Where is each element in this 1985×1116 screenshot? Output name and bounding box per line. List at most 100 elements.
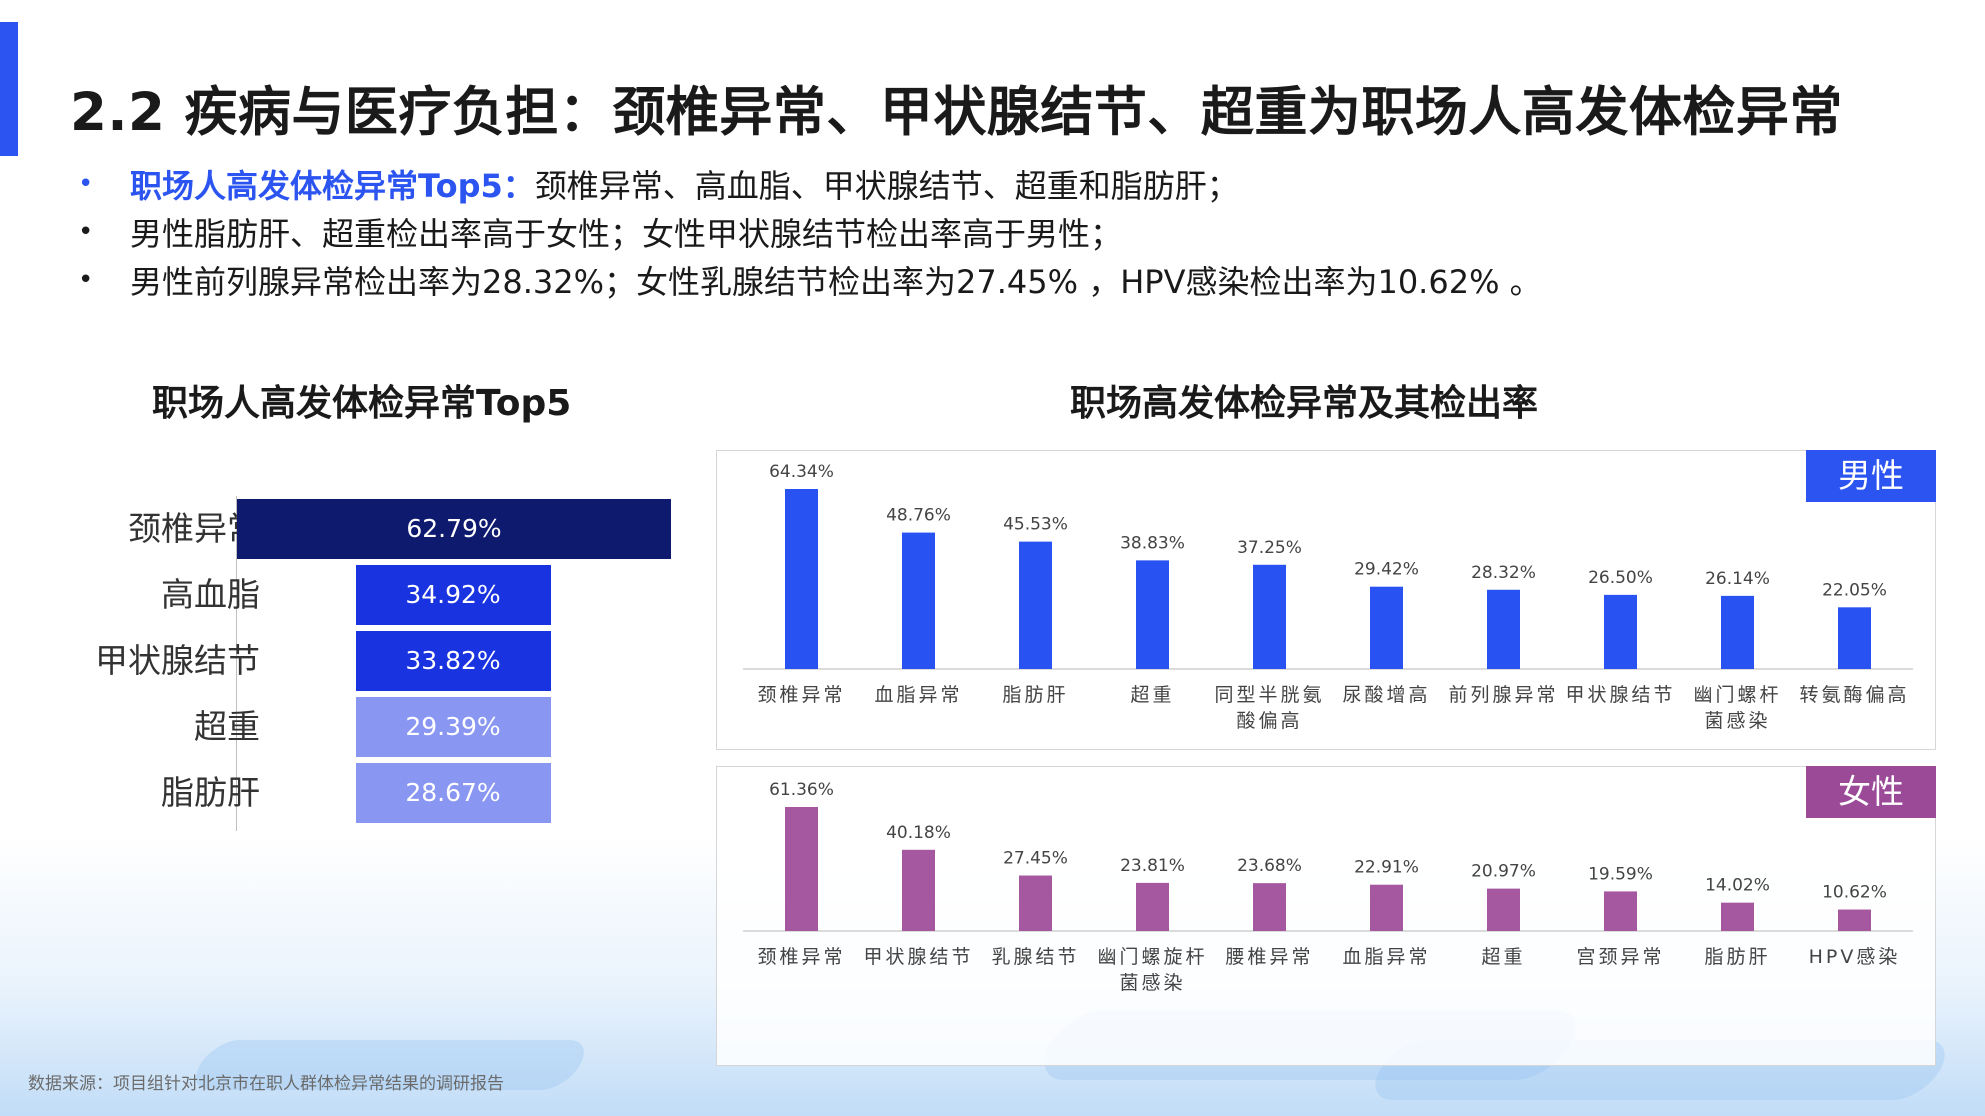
bar [1019, 541, 1052, 669]
bar [902, 532, 935, 669]
bar [1370, 884, 1403, 931]
bar [902, 849, 935, 931]
category-label: 颈椎异常 [757, 684, 845, 706]
funnel-bar: 62.79% [237, 499, 671, 559]
category-label: 腰椎异常 [1225, 946, 1313, 968]
data-label: 48.76% [886, 506, 951, 526]
category-label: HPV感染 [1809, 946, 1901, 968]
bar [785, 489, 818, 669]
bar [1838, 909, 1871, 931]
funnel-bar: 29.39% [355, 697, 551, 757]
category-label: 甲状腺结节 [1565, 684, 1675, 706]
category-label: 同型半胱氨 [1214, 684, 1324, 706]
funnel-row: 高血脂 34.92% [40, 562, 680, 628]
bar [1487, 888, 1520, 931]
category-label: 脂肪肝 [1704, 946, 1770, 968]
bullet-text: 男性脂肪肝、超重检出率高于女性；女性甲状腺结节检出率高于男性； [130, 215, 1123, 253]
data-label: 45.53% [1003, 515, 1068, 535]
funnel-row: 甲状腺结节 33.82% [40, 628, 680, 694]
bar [1370, 586, 1403, 669]
bar [1136, 882, 1169, 931]
bar [1838, 607, 1871, 669]
category-label: 脂肪肝 [1002, 684, 1068, 706]
bar [1721, 902, 1754, 931]
data-label: 22.05% [1822, 580, 1887, 600]
bullet-text: 男性前列腺异常检出率为28.32%；女性乳腺结节检出率为27.45% ，HPV感… [130, 263, 1542, 301]
female-tag: 女性 [1806, 766, 1936, 818]
bullet-dot-icon: • [78, 217, 94, 247]
data-label: 23.81% [1120, 856, 1185, 876]
data-label: 38.83% [1120, 533, 1185, 553]
bar [785, 807, 818, 931]
bullet-highlight: 职场人高发体检异常Top5： [130, 167, 535, 205]
bar [1136, 560, 1169, 669]
category-label: 尿酸增高 [1342, 684, 1430, 706]
data-label: 29.42% [1354, 560, 1419, 580]
funnel-row: 超重 29.39% [40, 694, 680, 760]
funnel-row: 脂肪肝 28.67% [40, 760, 680, 826]
category-label: 转氨酶偏高 [1799, 684, 1909, 706]
data-source-note: 数据来源：项目组针对北京市在职人群体检异常结果的调研报告 [28, 1074, 504, 1094]
data-label: 10.62% [1822, 883, 1887, 903]
funnel-chart: 颈椎异常 62.79% 高血脂 34.92% 甲状腺结节 33.82% 超重 29.39% 脂肪… [40, 496, 680, 836]
category-label: 超重 [1130, 684, 1174, 706]
funnel-category-label: 甲状腺结节 [95, 641, 260, 680]
bullet-dot-icon: • [78, 265, 94, 295]
data-label: 27.45% [1003, 849, 1068, 869]
female-bar-chart: 61.36% 颈椎异常 40.18% 甲状腺结节 27.45% 乳腺结节 23.81% 幽门螺… [743, 780, 1913, 994]
funnel-bar: 33.82% [355, 631, 551, 691]
funnel-chart-title: 职场人高发体检异常Top5 [152, 383, 572, 424]
data-label: 22.91% [1354, 858, 1419, 878]
bar-chart-title: 职场高发体检异常及其检出率 [1070, 383, 1539, 424]
male-tag: 男性 [1806, 450, 1936, 502]
funnel-category-label: 高血脂 [161, 575, 260, 614]
category-label: 前列腺异常 [1448, 684, 1558, 706]
category-label: 甲状腺结节 [863, 946, 973, 968]
funnel-row: 颈椎异常 62.79% [40, 496, 680, 562]
data-label: 20.97% [1471, 862, 1536, 882]
category-label: 宫颈异常 [1576, 946, 1664, 968]
bullet-item: • 职场人高发体检异常Top5： 颈椎异常、高血脂、甲状腺结节、超重和脂肪肝； [78, 160, 1542, 208]
bullet-item: • 男性脂肪肝、超重检出率高于女性；女性甲状腺结节检出率高于男性； [78, 208, 1542, 256]
category-label: 菌感染 [1704, 710, 1770, 732]
category-label: 血脂异常 [874, 684, 962, 706]
category-label: 幽门螺旋杆 [1097, 946, 1207, 968]
bar [1487, 589, 1520, 669]
category-label: 超重 [1481, 946, 1525, 968]
data-label: 23.68% [1237, 856, 1302, 876]
title-accent-bar [0, 22, 18, 156]
male-chart-panel: 男性 64.34% 颈椎异常 48.76% 血脂异常 45.53% 脂肪肝 38.83% 超重… [716, 450, 1936, 750]
data-label: 28.32% [1471, 563, 1536, 583]
bullet-dot-icon: • [78, 169, 94, 199]
category-label: 幽门螺杆 [1693, 684, 1781, 706]
category-label: 乳腺结节 [991, 946, 1079, 968]
data-label: 40.18% [886, 823, 951, 843]
funnel-bar: 28.67% [355, 763, 551, 823]
bar [1721, 595, 1754, 669]
funnel-axis-line [236, 496, 237, 831]
bar [1253, 564, 1286, 669]
bar [1253, 883, 1286, 931]
category-label: 血脂异常 [1342, 946, 1430, 968]
bullet-list: • 职场人高发体检异常Top5： 颈椎异常、高血脂、甲状腺结节、超重和脂肪肝； … [78, 160, 1542, 304]
data-label: 14.02% [1705, 876, 1770, 896]
female-chart-panel: 女性 61.36% 颈椎异常 40.18% 甲状腺结节 27.45% 乳腺结节 23.81%… [716, 766, 1936, 1066]
bar [1604, 594, 1637, 669]
funnel-bar: 34.92% [355, 565, 551, 625]
category-label: 酸偏高 [1236, 710, 1302, 732]
data-label: 26.50% [1588, 568, 1653, 588]
bar [1604, 891, 1637, 931]
page-title: 2.2 疾病与医疗负担：颈椎异常、甲状腺结节、超重为职场人高发体检异常 [70, 82, 1843, 143]
category-label: 颈椎异常 [757, 946, 845, 968]
data-label: 64.34% [769, 462, 834, 482]
funnel-category-label: 脂肪肝 [161, 773, 260, 812]
bar [1019, 875, 1052, 931]
category-label: 菌感染 [1119, 972, 1185, 994]
funnel-category-label: 超重 [194, 707, 260, 746]
data-label: 26.14% [1705, 569, 1770, 589]
bullet-text: 颈椎异常、高血脂、甲状腺结节、超重和脂肪肝； [534, 167, 1239, 205]
data-label: 61.36% [769, 780, 834, 800]
male-bar-chart: 64.34% 颈椎异常 48.76% 血脂异常 45.53% 脂肪肝 38.83% 超重 37.… [743, 462, 1913, 732]
bullet-item: • 男性前列腺异常检出率为28.32%；女性乳腺结节检出率为27.45% ，HP… [78, 256, 1542, 304]
data-label: 19.59% [1588, 864, 1653, 884]
